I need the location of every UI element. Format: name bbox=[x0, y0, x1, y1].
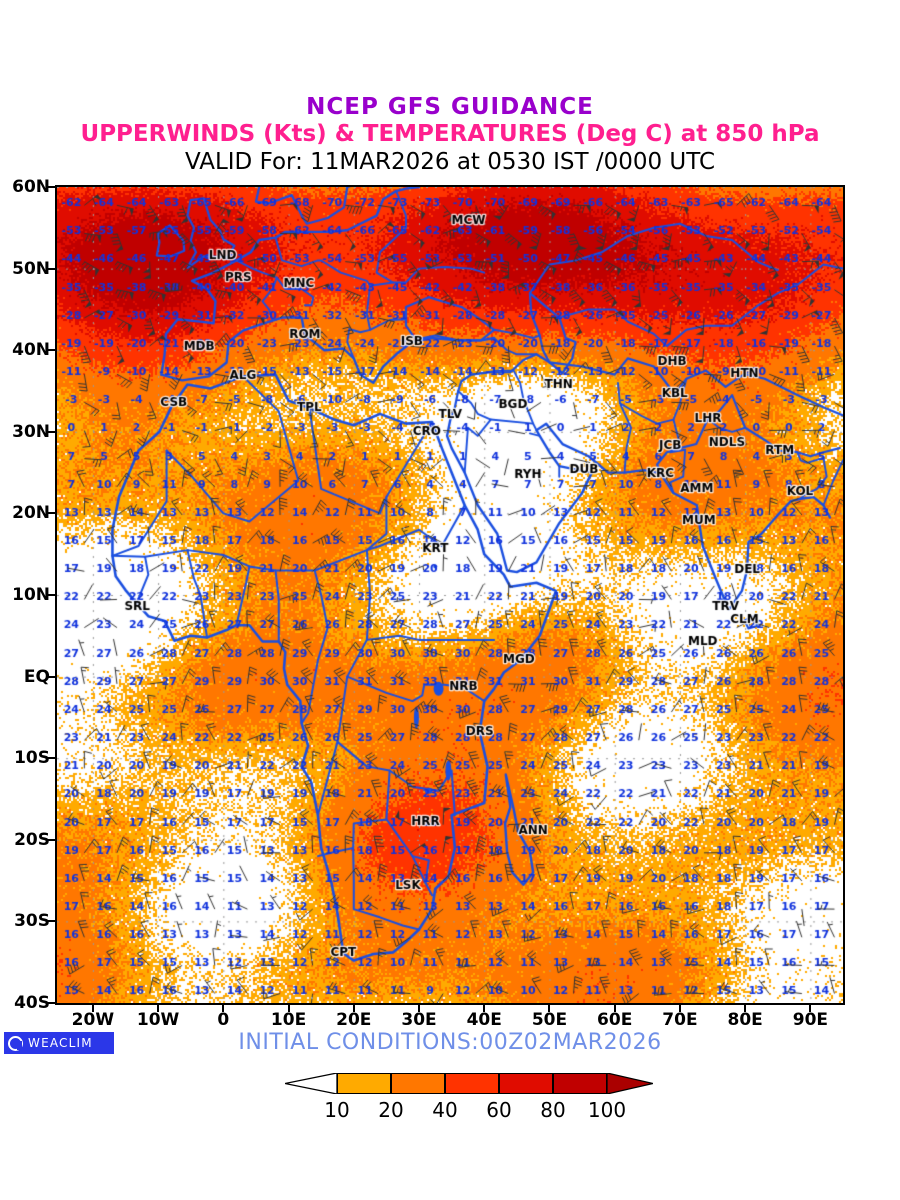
weaclim-label: WEACLIM bbox=[28, 1036, 93, 1050]
latitude-tick bbox=[48, 757, 56, 760]
latitude-tick-label: 40N bbox=[12, 340, 50, 361]
colorbar-high-arrow bbox=[606, 1072, 654, 1095]
longitude-tick-label: 0 bbox=[217, 1010, 230, 1030]
colorbar-segment bbox=[391, 1073, 445, 1094]
longitude-tick bbox=[222, 1005, 225, 1012]
latitude-tick bbox=[48, 512, 56, 515]
colorbar-segment bbox=[445, 1073, 499, 1094]
title-line-valid-time: VALID For: 11MAR2026 at 0530 IST /0000 U… bbox=[184, 149, 716, 175]
latitude-tick bbox=[48, 594, 56, 596]
longitude-tick bbox=[352, 1005, 355, 1012]
latitude-tick-label: 50N bbox=[12, 258, 50, 279]
colorbar-tick-label: 40 bbox=[432, 1098, 458, 1122]
latitude-tick bbox=[48, 920, 56, 923]
latitude-tick-label: 30S bbox=[14, 911, 50, 932]
latitude-tick bbox=[48, 267, 56, 270]
longitude-tick bbox=[483, 1005, 486, 1012]
weather-map-canvas bbox=[57, 187, 843, 1003]
longitude-tick bbox=[678, 1005, 681, 1012]
latitude-tick bbox=[48, 838, 56, 841]
latitude-tick bbox=[48, 430, 56, 433]
longitude-tick bbox=[548, 1005, 551, 1012]
latitude-tick bbox=[48, 1002, 56, 1004]
title-line-model: NCEP GFS GUIDANCE bbox=[306, 94, 594, 120]
wind-speed-colorbar: 10 20 40 60 80 100 bbox=[0, 1068, 900, 1128]
longitude-tick-label: 80E bbox=[727, 1010, 763, 1030]
latitude-tick-label: 60N bbox=[12, 177, 50, 197]
longitude-tick bbox=[91, 1005, 94, 1012]
latitude-tick-label: 20S bbox=[14, 829, 50, 850]
longitude-tick bbox=[287, 1005, 290, 1012]
longitude-tick-label: 90E bbox=[792, 1010, 829, 1030]
longitude-tick-label: 20E bbox=[336, 1010, 372, 1030]
latitude-tick-label: 10S bbox=[14, 748, 50, 769]
colorbar-segment bbox=[337, 1073, 391, 1094]
longitude-tick bbox=[809, 1005, 812, 1012]
longitude-tick-label: 70E bbox=[662, 1010, 698, 1030]
longitude-tick bbox=[744, 1005, 747, 1012]
longitude-tick bbox=[157, 1005, 160, 1012]
longitude-tick-label: 30E bbox=[401, 1010, 437, 1030]
longitude-tick-label: 20W bbox=[71, 1010, 115, 1030]
colorbar-tick-label: 80 bbox=[540, 1098, 566, 1122]
colorbar-inner: 10 20 40 60 80 100 bbox=[284, 1068, 654, 1122]
latitude-tick bbox=[48, 349, 56, 352]
latitude-tick bbox=[48, 186, 56, 188]
latitude-tick-label: 20N bbox=[12, 503, 50, 524]
chart-title-block: NCEP GFS GUIDANCE UPPERWINDS (Kts) & TEM… bbox=[0, 94, 900, 176]
latitude-tick-label: 30N bbox=[12, 421, 50, 442]
initial-conditions-label: INITIAL CONDITIONS:00Z02MAR2026 bbox=[238, 1030, 662, 1055]
weather-map-panel[interactable] bbox=[55, 185, 845, 1005]
longitude-tick-label: 50E bbox=[531, 1010, 568, 1030]
longitude-tick bbox=[613, 1005, 616, 1012]
latitude-tick-label: 40S bbox=[14, 993, 50, 1013]
circle-c-icon bbox=[8, 1035, 23, 1051]
colorbar-low-arrow-outline bbox=[284, 1072, 338, 1095]
latitude-tick bbox=[48, 675, 56, 678]
longitude-tick bbox=[418, 1005, 421, 1012]
longitude-tick-label: 10E bbox=[270, 1010, 307, 1030]
longitude-tick-label: 10W bbox=[136, 1010, 180, 1030]
colorbar-segment bbox=[553, 1073, 607, 1094]
weaclim-logo[interactable]: WEACLIM bbox=[4, 1032, 114, 1054]
colorbar-tick-label: 10 bbox=[324, 1098, 350, 1122]
longitude-tick-label: 40E bbox=[466, 1010, 502, 1030]
colorbar-tick-label: 100 bbox=[587, 1098, 627, 1122]
latitude-tick-label: EQ bbox=[23, 666, 50, 687]
longitude-tick-label: 60E bbox=[597, 1010, 633, 1030]
colorbar-tick-label: 60 bbox=[486, 1098, 512, 1122]
colorbar-segment bbox=[499, 1073, 553, 1094]
colorbar-tick-label: 20 bbox=[378, 1098, 404, 1122]
latitude-tick-label: 10N bbox=[12, 585, 50, 605]
title-line-variable: UPPERWINDS (Kts) & TEMPERATURES (Deg C) … bbox=[80, 121, 820, 147]
